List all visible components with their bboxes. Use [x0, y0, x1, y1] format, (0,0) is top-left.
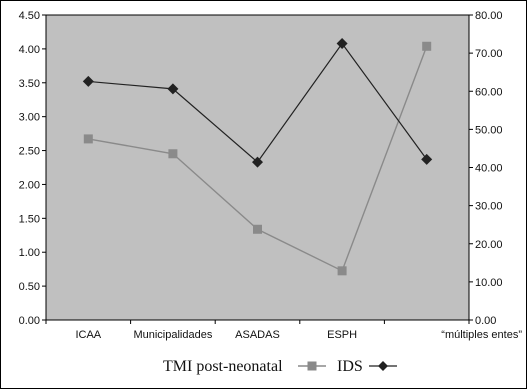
left-tick-label: 2.00: [19, 179, 40, 191]
ids-point: [336, 37, 348, 49]
x-tick-label: ASADAS: [235, 329, 280, 341]
left-tick-label: 2.50: [19, 146, 40, 158]
legend-label-ids: IDS: [337, 358, 363, 375]
legend-label-tmi: TMI post-neonatal: [163, 358, 283, 375]
left-tick-label: 0.50: [19, 281, 40, 293]
left-tick-label: 3.00: [19, 112, 40, 124]
x-tick-label: ESPH: [327, 329, 357, 341]
left-tick-label: 4.50: [19, 10, 40, 22]
tmi-point: [337, 266, 347, 276]
tmi-point: [83, 134, 93, 144]
left-tick-label: 4.00: [19, 44, 40, 56]
right-tick-label: 60.00: [475, 86, 503, 98]
right-tick-label: 20.00: [475, 239, 503, 251]
right-axis: 0.00 10.00 20.00 30.00 40.00 50.00 60.00 70.00 8…: [469, 10, 503, 327]
series-layer: [82, 37, 433, 276]
legend-marker-diamond: [378, 361, 388, 371]
x-axis: ICAA Municipalidades ASADAS ESPH “múltiples …: [45, 320, 522, 341]
x-tick-label: Municipalidades: [133, 329, 212, 341]
ids-point: [421, 153, 433, 165]
x-tick-label: “múltiples entes”: [441, 329, 522, 341]
tmi-point: [253, 224, 262, 234]
left-tick-label: 1.50: [19, 213, 40, 225]
tmi-point: [168, 149, 178, 159]
left-axis: 0.00 0.50 1.00 1.50 2.00 2.50 3.00 3.50 4.00 4.50: [19, 10, 46, 327]
right-tick-label: 50.00: [475, 124, 503, 136]
right-tick-label: 0.00: [475, 315, 496, 327]
right-tick-label: 80.00: [475, 10, 503, 22]
right-tick-label: 70.00: [475, 48, 503, 60]
right-tick-label: 30.00: [475, 201, 503, 213]
left-tick-label: 3.50: [19, 78, 40, 90]
x-tick-label: ICAA: [75, 329, 101, 341]
legend: TMI post-neonatal IDS: [163, 358, 397, 375]
left-tick-label: 1.00: [19, 247, 40, 259]
tmi-point: [422, 41, 432, 51]
left-tick-label: 0.00: [19, 315, 40, 327]
right-tick-label: 10.00: [475, 277, 503, 289]
legend-marker-square: [307, 361, 317, 371]
ids-point: [167, 83, 179, 95]
ids-point: [82, 75, 94, 87]
right-tick-label: 40.00: [475, 163, 503, 175]
ids-point: [252, 156, 263, 168]
